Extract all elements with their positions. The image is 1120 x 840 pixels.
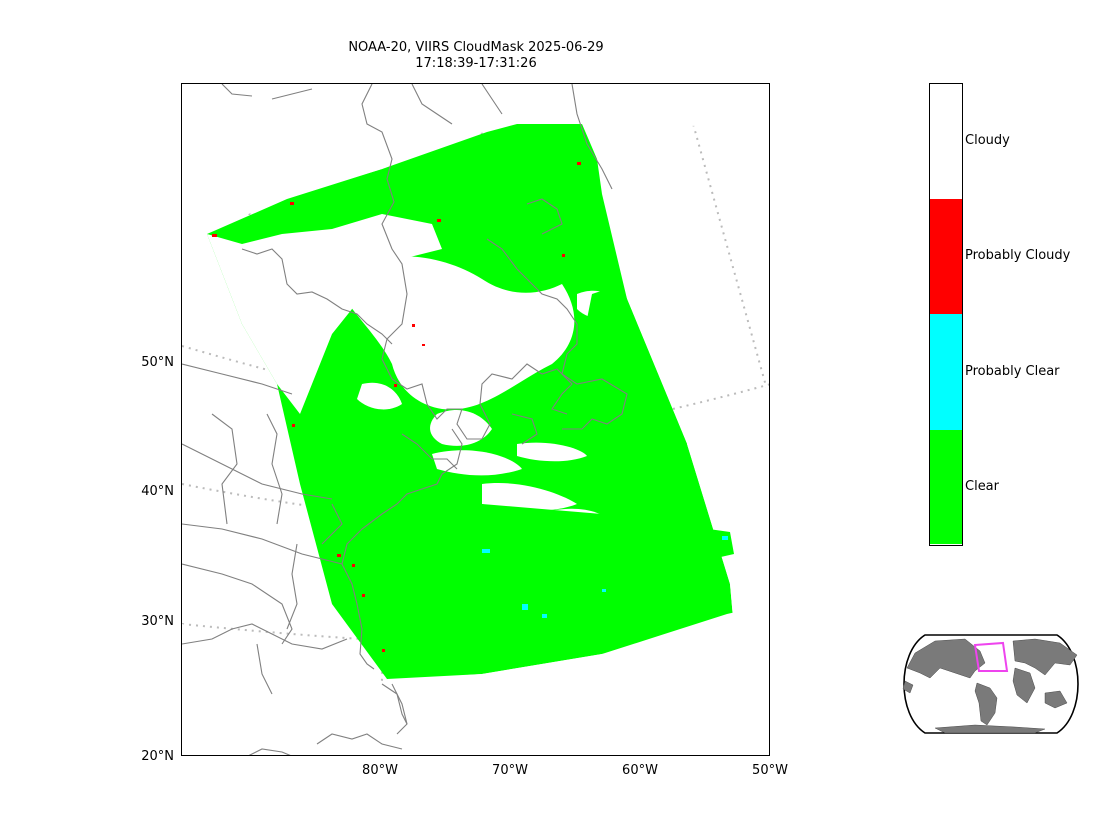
lon-label-80w: 80°W (362, 763, 398, 778)
inset-land (902, 638, 1078, 734)
map-canvas (182, 84, 769, 755)
colorbar (929, 83, 963, 546)
title-line-1: NOAA-20, VIIRS CloudMask 2025-06-29 (348, 40, 604, 55)
lat-label-20: 20°N (141, 749, 174, 764)
lat-label-30: 30°N (141, 614, 174, 629)
legend-label-clear: Clear (965, 479, 999, 494)
colorbar-clear (930, 430, 962, 544)
title-line-2: 17:18:39-17:31:26 (415, 56, 537, 71)
lon-label-70w: 70°W (492, 763, 528, 778)
cloudmask-swath (182, 84, 769, 755)
lat-label-40: 40°N (141, 484, 174, 499)
inset-world-map (895, 633, 1089, 739)
lon-label-50w: 50°W (752, 763, 788, 778)
colorbar-probably-cloudy (930, 199, 962, 314)
lat-label-50: 50°N (141, 355, 174, 370)
map-title: NOAA-20, VIIRS CloudMask 2025-06-29 17:1… (276, 40, 676, 72)
coastlines (182, 84, 628, 755)
legend-label-probably-cloudy: Probably Cloudy (965, 248, 1071, 263)
inset-swath-highlight (973, 641, 1009, 672)
colorbar-cloudy (930, 84, 962, 199)
legend-label-probably-clear: Probably Clear (965, 364, 1060, 379)
legend-label-cloudy: Cloudy (965, 133, 1010, 148)
colorbar-probably-clear (930, 314, 962, 430)
main-map (181, 83, 770, 756)
lon-label-60w: 60°W (622, 763, 658, 778)
